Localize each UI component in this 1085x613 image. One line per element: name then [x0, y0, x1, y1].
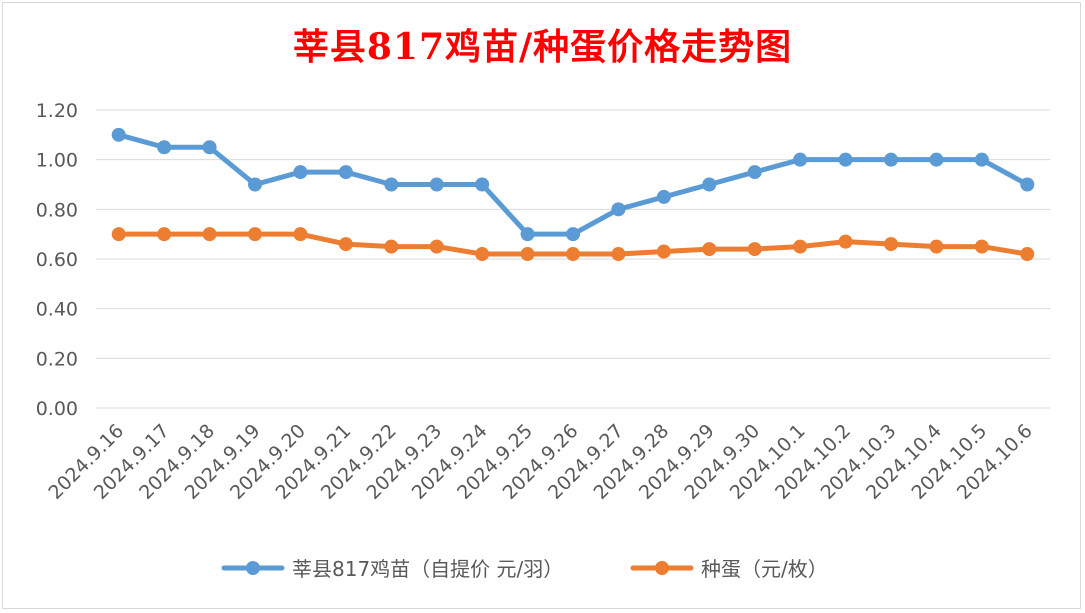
data-point [248, 177, 262, 192]
data-point [702, 177, 717, 192]
data-point [1020, 247, 1035, 262]
data-point [793, 239, 808, 254]
data-point [520, 247, 535, 262]
y-tick-label: 0.80 [36, 199, 78, 221]
data-point [429, 177, 444, 192]
y-tick-label: 0.20 [36, 348, 78, 370]
y-tick-label: 0.40 [36, 299, 78, 321]
data-point [747, 165, 762, 180]
data-point [384, 239, 399, 254]
data-point [611, 247, 626, 262]
series-2 [111, 227, 1035, 262]
data-point [338, 165, 353, 180]
data-point [248, 227, 262, 242]
y-tick-label: 1.00 [36, 150, 78, 172]
data-point [884, 152, 898, 167]
data-point [884, 237, 898, 252]
y-tick-label: 0.00 [36, 398, 78, 420]
data-point [293, 165, 308, 180]
legend: 莘县817鸡苗（自提价 元/羽） 种蛋（元/枚） [221, 557, 828, 581]
data-point [974, 152, 989, 167]
data-point [611, 202, 626, 217]
data-point [338, 237, 353, 252]
data-point [520, 227, 535, 242]
y-tick-label: 1.20 [36, 100, 78, 122]
data-point [974, 239, 989, 254]
series-layer [111, 127, 1035, 262]
data-point [838, 234, 853, 249]
data-point [1020, 177, 1035, 192]
y-axis-ticks: 0.00 0.20 0.40 0.60 0.80 1.00 1.20 [36, 100, 78, 420]
data-point [702, 242, 717, 257]
legend-label: 种蛋（元/枚） [701, 557, 828, 581]
chart-title: 莘县817鸡苗/种蛋价格走势图 [292, 26, 793, 68]
x-axis-ticks: 2024.9.162024.9.172024.9.182024.9.192024… [44, 420, 1037, 504]
y-tick-label: 0.60 [36, 249, 78, 271]
data-point [202, 227, 217, 242]
data-point [656, 244, 671, 259]
data-point [293, 227, 308, 242]
data-point [838, 152, 853, 167]
legend-label: 莘县817鸡苗（自提价 元/羽） [292, 557, 563, 581]
data-point [157, 140, 172, 155]
data-point [429, 239, 444, 254]
data-point [656, 189, 671, 204]
series-1 [111, 127, 1035, 242]
data-point [929, 239, 944, 254]
data-point [747, 242, 762, 257]
data-point [384, 177, 399, 192]
data-point [111, 127, 126, 142]
data-point [157, 227, 172, 242]
data-point [566, 247, 580, 262]
data-point [111, 227, 126, 242]
data-point [929, 152, 944, 167]
data-point [793, 152, 808, 167]
data-point [566, 227, 580, 242]
data-point [475, 177, 490, 192]
legend-swatch-marker [246, 561, 260, 575]
legend-swatch-marker [655, 561, 669, 575]
data-point [202, 140, 217, 155]
data-point [475, 247, 490, 262]
